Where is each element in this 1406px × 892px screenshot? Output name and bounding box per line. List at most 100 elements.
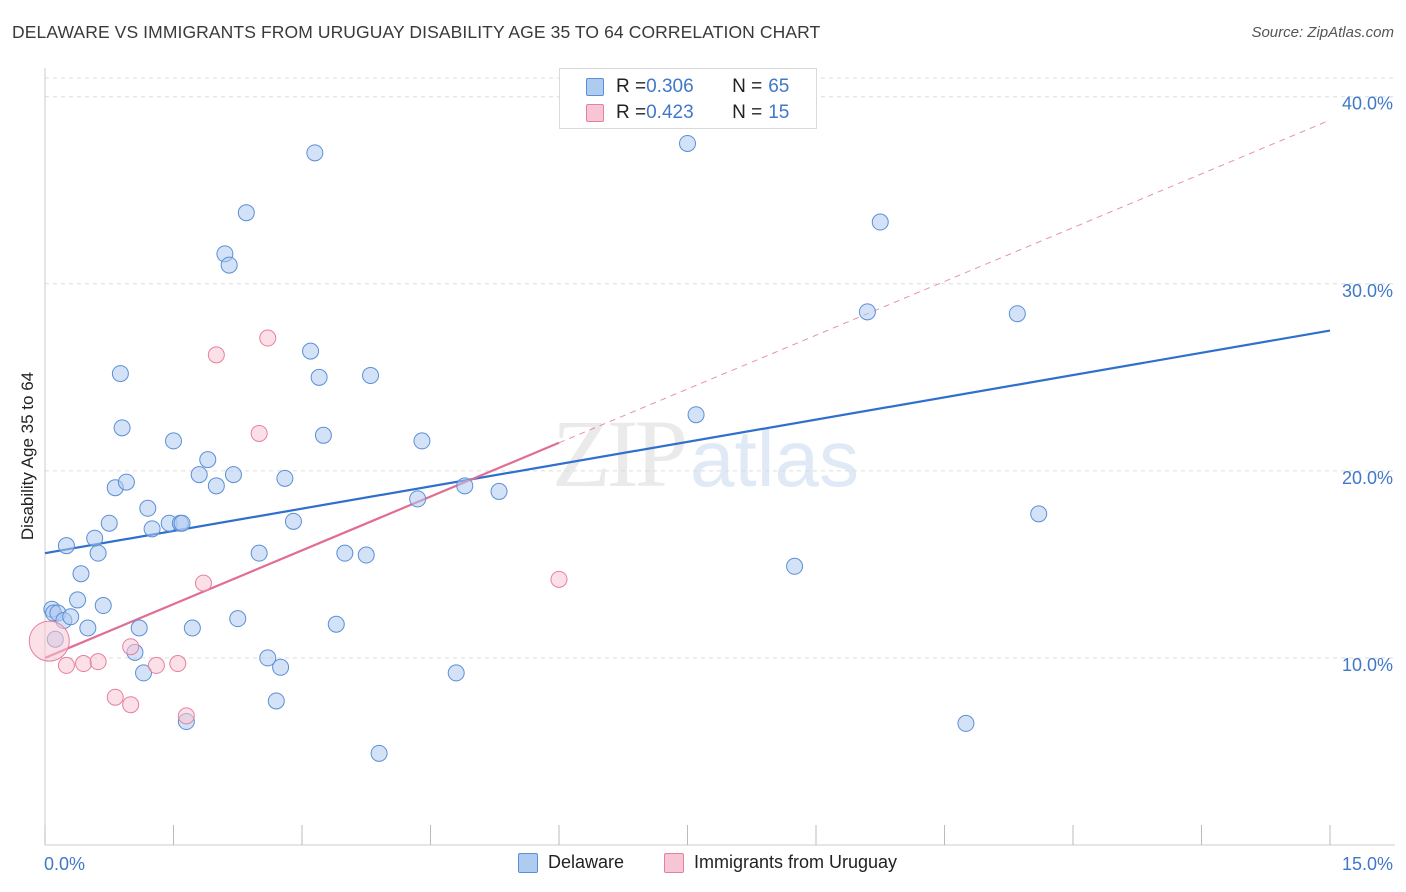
uruguay-point [250, 424, 268, 442]
delaware-point [183, 619, 201, 637]
delaware-point [272, 658, 290, 676]
delaware-point [62, 608, 80, 626]
tick-labels: 10.0% 20.0% 30.0% 40.0% 0.0% 15.0% [44, 94, 1393, 874]
delaware-point [89, 544, 107, 562]
delaware-point [687, 406, 705, 424]
uruguay-point [550, 570, 568, 588]
delaware-point [267, 692, 285, 710]
uruguay-point [207, 346, 225, 364]
series-swatch-delaware [518, 852, 538, 873]
delaware-point [409, 490, 427, 508]
legend-r-label: R = [616, 102, 647, 123]
delaware-point [284, 512, 302, 530]
uruguay-point [28, 620, 70, 662]
uruguay-point [122, 696, 140, 714]
y-tick-label: 40.0% [1342, 94, 1393, 114]
x-tick-label-min: 0.0% [44, 854, 85, 874]
series-swatch-uruguay [664, 852, 684, 873]
delaware-point [220, 256, 238, 274]
delaware-point [135, 664, 153, 682]
chart-source: Source: ZipAtlas.com [1251, 24, 1394, 41]
delaware-point [447, 664, 465, 682]
delaware-point [199, 451, 217, 469]
delaware-point [250, 544, 268, 562]
delaware-point [165, 432, 182, 450]
delaware-point [314, 426, 332, 444]
uruguay-point [75, 655, 93, 673]
delaware-point [871, 213, 889, 231]
delaware-point [302, 342, 320, 360]
legend-n-label: N = [732, 102, 763, 123]
correlation-legend: R = 0.306 N = 65 R = 0.423 N = 15 [559, 68, 817, 129]
uruguay-point [147, 656, 165, 674]
uruguay-point [177, 707, 195, 725]
delaware-point [224, 466, 242, 484]
legend-swatch-delaware [586, 78, 604, 96]
delaware-point [100, 514, 118, 532]
uruguay-point [169, 655, 187, 673]
delaware-point [1008, 305, 1026, 323]
delaware-point [336, 544, 354, 562]
delaware-point [237, 204, 255, 222]
delaware-point [413, 432, 431, 450]
gridlines [45, 77, 1395, 659]
series-label-delaware: Delaware [548, 852, 625, 872]
chart-title: DELAWARE VS IMMIGRANTS FROM URUGUAY DISA… [12, 22, 821, 42]
legend-n-value: 15 [768, 102, 790, 123]
delaware-trend-line [44, 329, 1331, 555]
legend-n-label: N = [732, 76, 763, 97]
y-axis-title: Disability Age 35 to 64 [18, 372, 37, 540]
delaware-point [69, 591, 87, 609]
delaware-point [111, 365, 129, 383]
delaware-point [858, 303, 876, 321]
delaware-point [362, 366, 380, 384]
delaware-point [130, 619, 148, 637]
legend-row-uruguay: R = 0.423 N = 15 [586, 101, 789, 125]
delaware-point [72, 565, 90, 583]
delaware-point [276, 469, 294, 487]
series-label-uruguay: Immigrants from Uruguay [694, 852, 898, 872]
x-tick-label-max: 15.0% [1342, 854, 1393, 874]
data-points [28, 134, 1048, 762]
uruguay-trend-line [44, 441, 560, 659]
delaware-point [86, 529, 104, 547]
delaware-point [310, 368, 328, 386]
y-tick-label: 20.0% [1342, 468, 1393, 488]
delaware-point [207, 477, 225, 495]
legend-row-delaware: R = 0.306 N = 65 [586, 75, 789, 99]
series-legend-delaware[interactable]: Delaware [518, 852, 624, 873]
delaware-point [173, 514, 191, 532]
legend-r-label: R = [616, 76, 647, 97]
delaware-point [113, 419, 131, 437]
delaware-point [139, 499, 157, 517]
legend-n-value: 65 [768, 76, 790, 97]
delaware-point [456, 477, 474, 495]
y-tick-label: 10.0% [1342, 655, 1393, 675]
legend-r-value: 0.306 [646, 76, 694, 97]
delaware-point [259, 649, 277, 667]
delaware-point [94, 597, 112, 615]
y-tick-label: 30.0% [1342, 281, 1393, 301]
uruguay-point [122, 638, 140, 656]
delaware-point [957, 714, 975, 732]
delaware-point [679, 134, 696, 152]
delaware-point [79, 619, 97, 637]
uruguay-trend-extension [558, 119, 1331, 444]
uruguay-point [89, 653, 107, 671]
delaware-point [306, 144, 324, 162]
delaware-point [1030, 505, 1048, 523]
series-legend-uruguay[interactable]: Immigrants from Uruguay [664, 852, 897, 873]
series-legend: Delaware Immigrants from Uruguay [0, 852, 1406, 878]
trend-lines [44, 119, 1331, 659]
delaware-point [490, 482, 508, 500]
axes [44, 68, 1395, 846]
delaware-point [117, 473, 135, 491]
delaware-point [327, 615, 345, 633]
delaware-point [229, 610, 247, 628]
delaware-point [370, 744, 388, 762]
delaware-point [57, 537, 75, 555]
uruguay-point [194, 574, 212, 592]
delaware-point [357, 546, 375, 564]
delaware-point [786, 557, 804, 575]
